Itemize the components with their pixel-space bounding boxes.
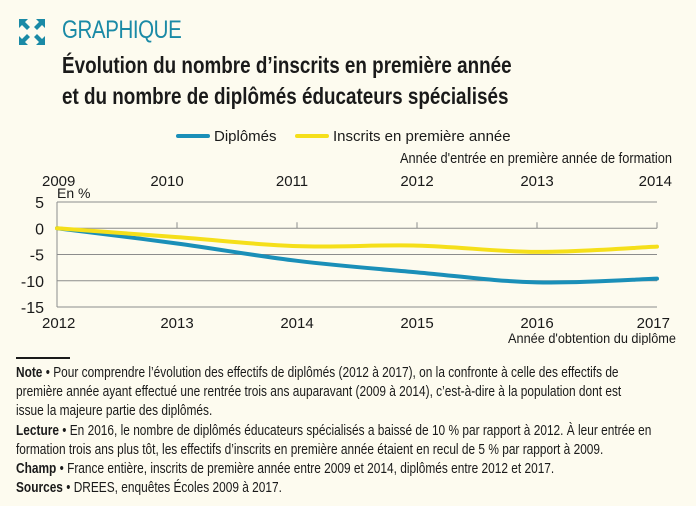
series-line-diplomes (55, 226, 659, 285)
x-tick-label: 2016 (520, 315, 553, 332)
chart-title-line-2: et du nombre de diplômés éducateurs spéc… (62, 83, 509, 109)
x-tick-label: 2014 (280, 315, 313, 332)
x2-tick-label: 2009 (42, 173, 75, 190)
notes-divider (16, 357, 70, 359)
y-tick-label: -15 (21, 300, 44, 317)
x2-axis-title: Année d'entrée en première année de form… (400, 150, 672, 167)
note-text: France entière, inscrits de première ann… (67, 461, 555, 478)
x2-tick-label: 2014 (639, 173, 672, 190)
note-lecture-line: Lecture • En 2016, le nombre de diplômés… (16, 422, 652, 439)
legend-label: Inscrits en première année (333, 128, 511, 145)
axis-labels: En % Année d'entrée en première année de … (57, 150, 676, 345)
chart-title: Évolution du nombre d’inscrits en premiè… (62, 50, 512, 112)
legend: Diplômés Inscrits en première année (176, 128, 511, 145)
note-champ-line: Champ • France entière, inscrits de prem… (16, 461, 555, 478)
note-text: formation trois ans plus tôt, les effect… (16, 441, 604, 458)
note-label: Lecture (16, 422, 59, 439)
note-label: Champ (16, 461, 57, 478)
chart-title-line-1: Évolution du nombre d’inscrits en premiè… (62, 52, 512, 78)
series-line-inscrits (55, 226, 659, 254)
x2-tick-label: 2011 (276, 173, 308, 190)
y-tick-label: 0 (35, 221, 44, 238)
note-text: issue la majeure partie des diplômés. (16, 403, 213, 420)
grid (56, 201, 658, 308)
x-axis-title: Année d'obtention du diplôme (508, 330, 676, 345)
note-text: Pour comprendre l’évolution des effectif… (53, 365, 619, 381)
x-tick-label: 2015 (400, 315, 433, 332)
note-text: DREES, enquêtes Écoles 2009 à 2017. (73, 480, 282, 497)
legend-label: Diplômés (214, 128, 277, 145)
x-tick-label: 2012 (42, 315, 75, 332)
note-label: Sources (16, 480, 63, 497)
x2-tick-label: 2010 (150, 173, 183, 190)
expand-arrows-icon[interactable] (18, 18, 46, 46)
x-tick-label: 2013 (160, 315, 193, 332)
notes-block: Note • Pour comprendre l’évolution des e… (16, 364, 652, 498)
note-sources-line: Sources • DREES, enquêtes Écoles 2009 à … (16, 480, 282, 497)
y-tick-label: 5 (35, 195, 44, 212)
note-text: première année ayant effectué une rentré… (16, 384, 622, 401)
y-axis-unit-label: En % (57, 185, 90, 201)
x2-tick-label: 2013 (520, 173, 553, 190)
note-label: Note (16, 365, 43, 381)
line-chart: Diplômés Inscrits en première année 5 0 -5 -… (21, 128, 676, 345)
note-note-line: Note • Pour comprendre l’évolution des e… (16, 365, 619, 381)
note-note-line: issue la majeure partie des diplômés. (16, 402, 582, 421)
note-text: En 2016, le nombre de diplômés éducateur… (69, 422, 652, 439)
section-kicker: GRAPHIQUE (62, 16, 182, 44)
note-note-line: première année ayant effectué une rentré… (16, 383, 621, 402)
x2-tick-label: 2012 (400, 173, 433, 190)
y-tick-label: -5 (30, 248, 44, 265)
y-tick-label: -10 (21, 274, 44, 291)
series-lines (55, 226, 659, 285)
x-tick-label: 2017 (637, 315, 670, 332)
note-lecture-line: formation trois ans plus tôt, les effect… (16, 441, 603, 460)
